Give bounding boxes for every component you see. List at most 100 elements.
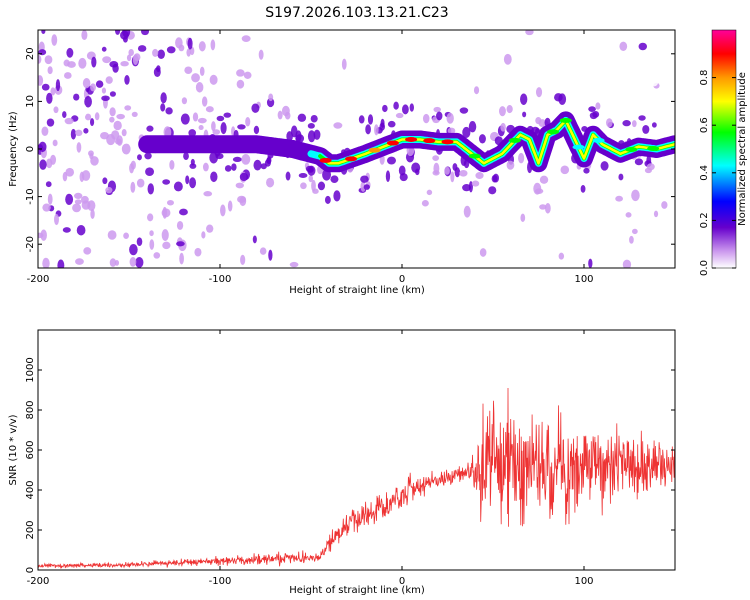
spectrogram-blob — [83, 247, 92, 255]
spectrogram-blob — [216, 115, 225, 122]
spectrogram-blob — [241, 35, 251, 43]
spectrogram-blob — [161, 229, 169, 241]
spectrogram-blob — [130, 181, 136, 193]
spectrogram-blob — [179, 208, 188, 216]
spectrogram-blob — [253, 125, 260, 135]
spectrogram-blob — [520, 213, 526, 223]
spectrogram-blob — [479, 248, 487, 257]
spectrogram-blob — [398, 165, 406, 176]
snr-y-ticks: 0 200 400 600 800 1000 — [25, 357, 675, 573]
spectrogram-blob — [113, 120, 122, 131]
spectrogram-blob — [506, 160, 515, 170]
spectrogram-blob — [38, 54, 42, 64]
spectrogram-blob — [46, 118, 55, 127]
spectrogram-blob — [421, 200, 429, 207]
spectrogram-blob — [240, 254, 246, 266]
spectrogram-blob — [175, 37, 183, 49]
spectrogram-blob — [124, 75, 130, 85]
spectrogram-blob — [459, 169, 468, 177]
snr-y-tick-label: 800 — [25, 400, 36, 419]
spectrogram-blob — [102, 177, 108, 185]
colorbar: 0.0 0.2 0.4 0.6 0.8 Normalized spectral ampl… — [699, 29, 748, 276]
spectrogram-blob — [144, 152, 152, 160]
spectrogram-blob — [625, 212, 632, 218]
spectrogram-hotspot — [647, 146, 660, 152]
spectrogram-blob — [191, 73, 200, 83]
spectrogram-blob — [149, 230, 154, 237]
snr-x-tick-label: -200 — [27, 576, 50, 587]
spectrogram-blob — [169, 159, 175, 170]
spectrogram-blob — [181, 97, 188, 105]
spectrogram-blob — [141, 30, 150, 36]
spectrogram-blob — [194, 247, 202, 257]
spectrogram-blob — [41, 126, 49, 137]
spectrogram-blob — [558, 252, 565, 260]
spectrogram-blob — [111, 130, 120, 140]
spectrogram-blob — [436, 111, 443, 121]
spectrogram-blob — [308, 175, 313, 183]
spectrogram-blob — [133, 53, 141, 62]
spectrogram-blob — [522, 111, 527, 118]
spectrogram-blob — [580, 184, 586, 193]
spectrogram-blob — [165, 107, 173, 115]
spectrogram-blob — [153, 252, 161, 259]
spectrogram-blob — [330, 175, 339, 184]
spectrogram-blob — [312, 188, 319, 194]
spectrogram-blob — [297, 113, 307, 122]
spectrogram-blob — [152, 48, 159, 57]
spectrogram-blob — [57, 259, 65, 268]
spectrogram-blob — [622, 259, 632, 268]
spectrogram-blob — [83, 128, 89, 134]
spectrogram-blob — [195, 82, 204, 93]
spectrogram-blob — [62, 111, 67, 118]
spectrogram-blob — [558, 93, 567, 105]
spectrogram-blob — [109, 107, 116, 117]
spectrogram-blob — [75, 258, 84, 265]
spectrogram-y-tick-label: -20 — [25, 236, 36, 252]
spectrogram-blob — [40, 229, 47, 241]
spectrogram-blob — [382, 104, 388, 113]
spectrogram-blob — [173, 181, 183, 192]
spectrogram-blob — [307, 130, 316, 143]
spectrogram-blob — [235, 182, 244, 189]
spectrogram-x-tick-label: -100 — [209, 274, 232, 285]
spectrogram-blob — [78, 57, 87, 69]
spectrogram-blob — [363, 184, 370, 190]
spectrogram-blob — [232, 156, 242, 163]
spectrogram-blob — [179, 252, 184, 265]
spectrogram-blob — [463, 205, 471, 218]
spectrogram-blob — [180, 113, 190, 125]
spectrogram-blob — [459, 107, 469, 114]
spectrogram-blob — [38, 207, 45, 217]
spectrogram-blob — [324, 195, 331, 204]
spectrogram-blob — [553, 73, 561, 80]
spectrogram-hotspot — [386, 140, 399, 146]
spectrogram-blob — [176, 221, 184, 230]
spectrogram-blob — [64, 72, 72, 79]
spectrogram-blob — [90, 209, 95, 219]
spectrogram-blob — [243, 71, 252, 79]
spectrogram-blob — [266, 177, 275, 188]
spectrogram-blob — [237, 195, 247, 203]
spectrogram-blob — [38, 49, 47, 56]
spectrogram-blob — [53, 106, 59, 114]
spectrogram-blob — [65, 167, 75, 177]
spectrogram-blob — [622, 120, 631, 127]
spectrogram-blob — [252, 235, 257, 244]
spectrogram-blob — [109, 91, 116, 97]
spectrogram-blob — [307, 123, 315, 129]
spectrogram-blob — [166, 46, 176, 54]
spectrogram-blob — [387, 120, 396, 128]
spectrogram-blob — [41, 83, 50, 91]
spectrogram-blob — [300, 182, 307, 190]
spectrogram-blob — [452, 163, 458, 171]
spectrogram-blob — [432, 155, 440, 161]
spectrogram-blob — [446, 112, 454, 124]
spectrogram-blob — [89, 118, 95, 127]
spectrogram-blob — [149, 239, 155, 250]
spectrogram-blob — [131, 111, 138, 117]
spectrogram-hotspot — [368, 147, 381, 153]
spectrogram-blob — [105, 186, 113, 194]
